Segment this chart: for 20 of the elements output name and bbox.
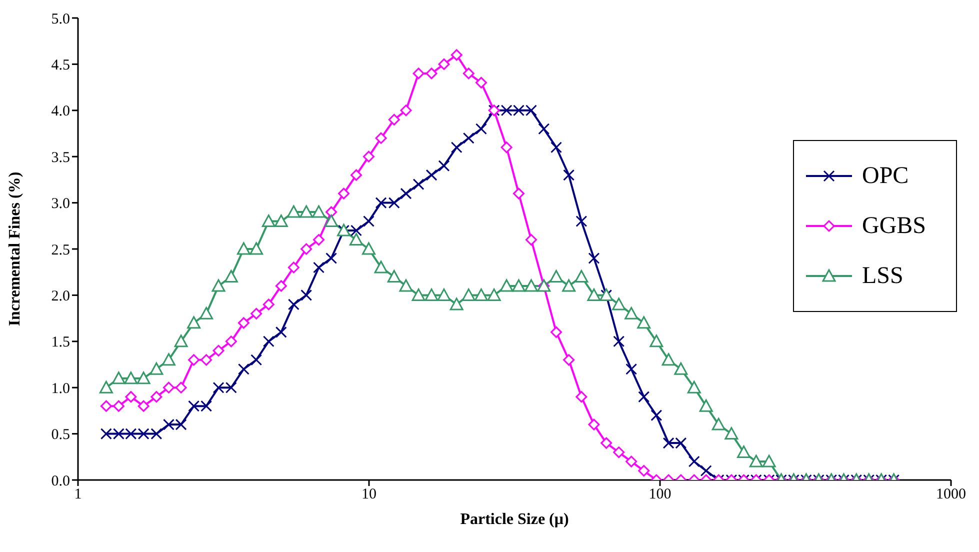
- x-tick-label: 10: [362, 486, 376, 503]
- y-tick-label: 3.0: [51, 196, 70, 212]
- x-tick-label: 1000: [936, 486, 966, 503]
- y-tick-label: 3.5: [51, 150, 70, 166]
- x-axis-title: Particle Size (μ): [460, 511, 569, 528]
- x-tick-label: 1: [74, 486, 82, 503]
- y-tick-label: 2.0: [51, 288, 70, 305]
- y-tick-label: 4.0: [51, 104, 70, 120]
- y-tick-label: 0.5: [51, 427, 70, 444]
- x-tick-label: 100: [648, 486, 672, 503]
- legend-label: OPC: [862, 162, 909, 190]
- y-tick-label: 2.5: [51, 242, 70, 258]
- y-axis-title: Incremental Fines (%): [6, 172, 24, 326]
- y-tick-label: 5.0: [51, 11, 70, 28]
- y-tick-label: 0.0: [51, 473, 70, 490]
- legend-label: GGBS: [862, 212, 926, 240]
- y-tick-label: 4.5: [51, 58, 70, 74]
- legend-label: LSS: [862, 262, 904, 290]
- y-tick-label: 1.0: [51, 380, 70, 397]
- y-tick-label: 1.5: [51, 334, 70, 351]
